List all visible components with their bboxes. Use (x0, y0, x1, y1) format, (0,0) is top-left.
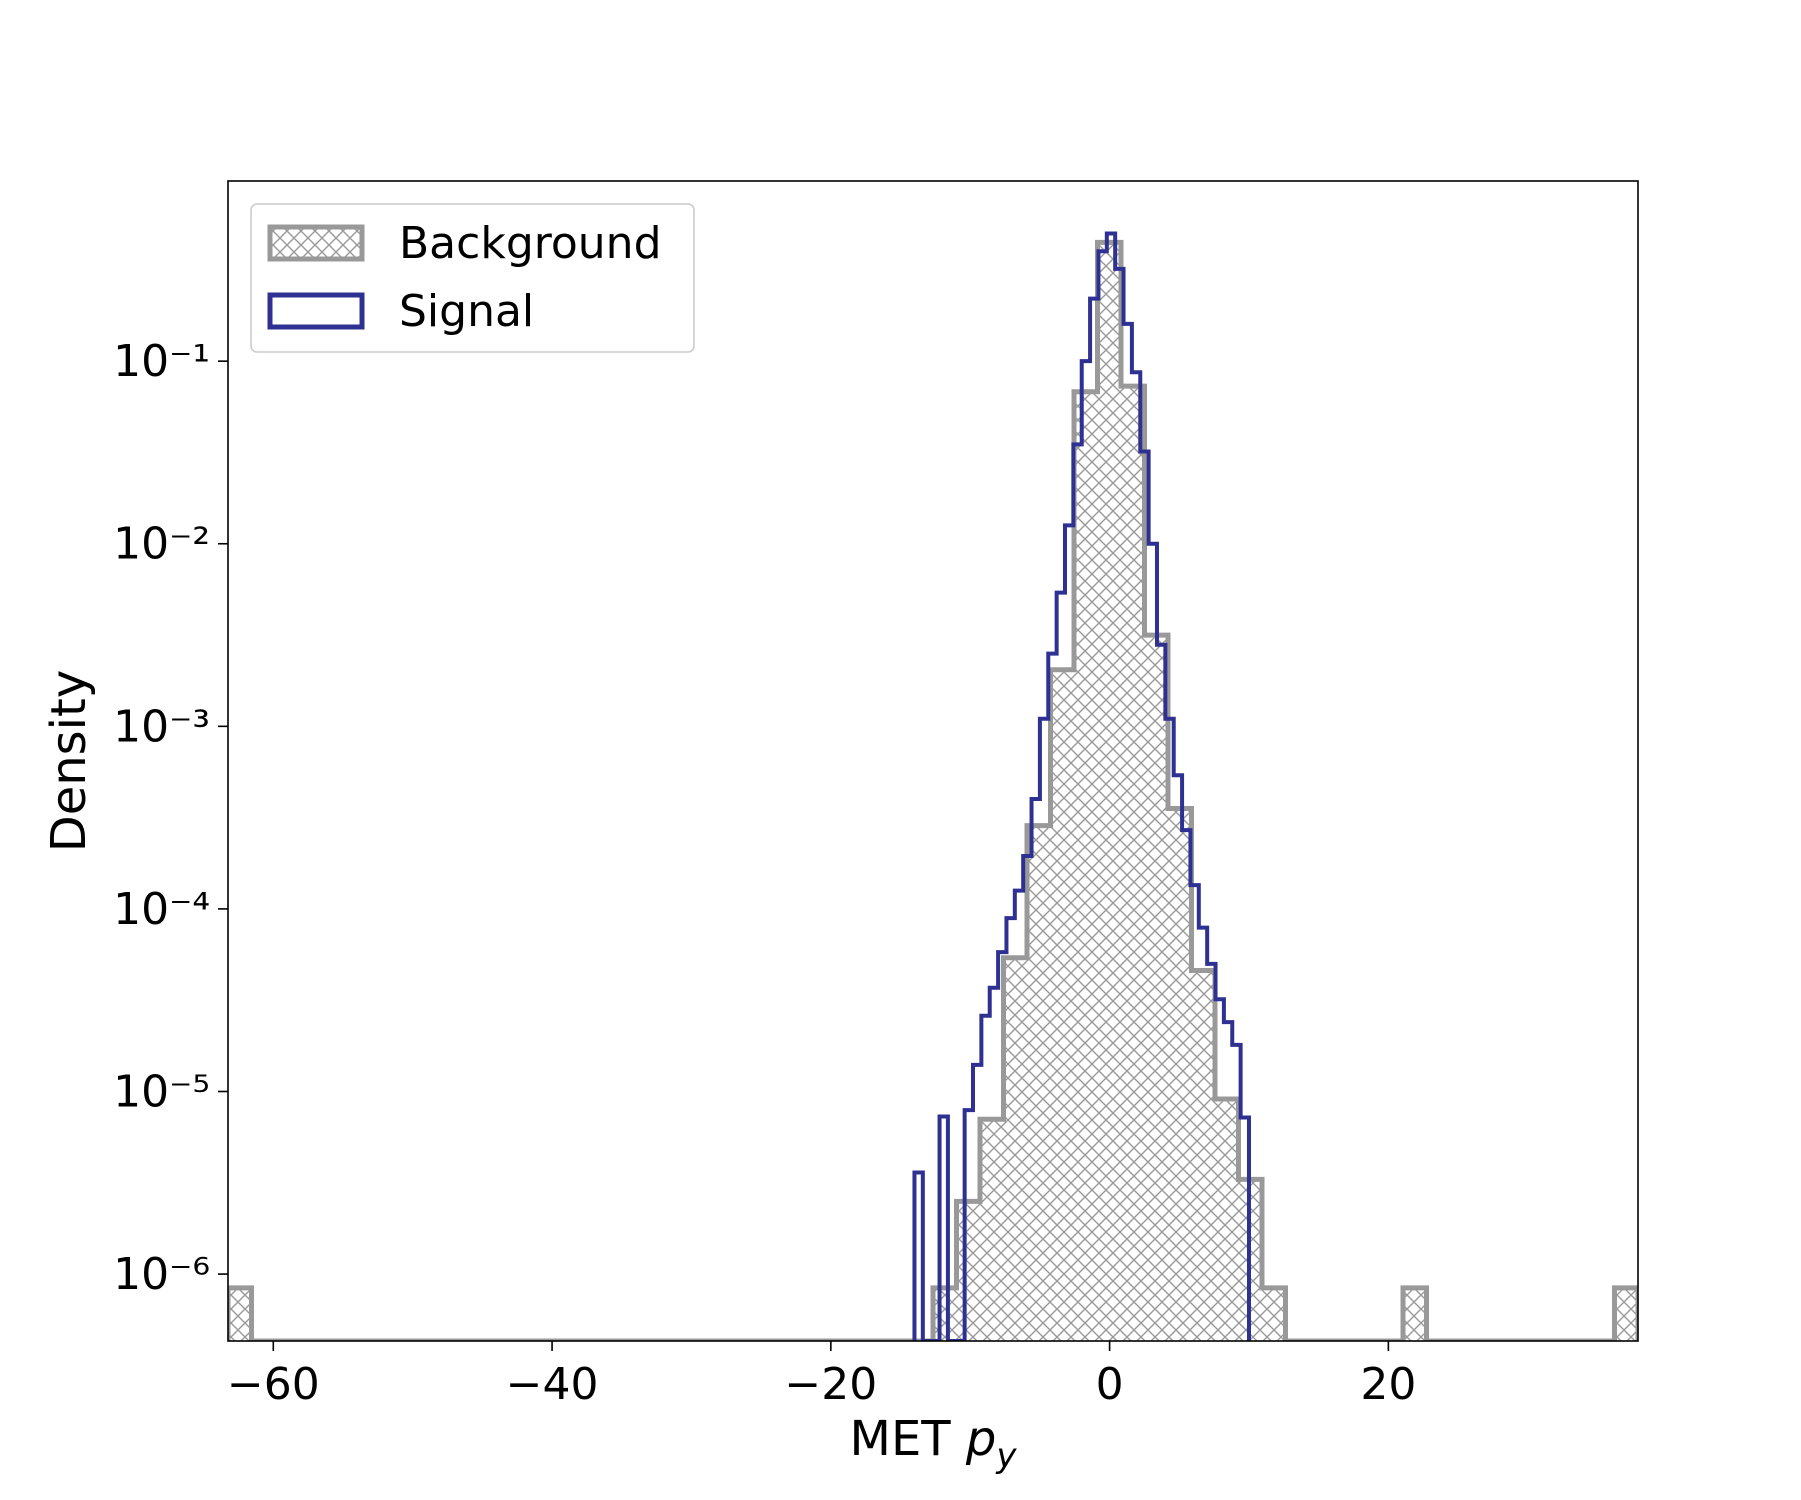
step-outline (228, 239, 1638, 1341)
legend: Background Signal (250, 203, 695, 353)
hist-bar (1027, 825, 1051, 1341)
hist-bar (1121, 386, 1145, 1341)
hist-bar (228, 1287, 252, 1341)
hist-bar (1097, 242, 1121, 1341)
x-tick-label: −20 (784, 1359, 877, 1410)
hist-bar (1215, 1098, 1239, 1341)
x-tick-label: −40 (506, 1359, 599, 1410)
legend-swatch (267, 224, 365, 262)
y-tick-label: 10⁻³ (113, 701, 210, 752)
hist-bar (1074, 391, 1098, 1341)
hist-bar (933, 1287, 957, 1341)
x-tick-label: 20 (1360, 1359, 1416, 1410)
y-tick-label: 10⁻⁶ (113, 1249, 210, 1300)
axes-frame (227, 180, 1639, 1342)
histogram-series (912, 231, 1251, 1341)
x-label-symbol: p (965, 1411, 996, 1467)
legend-label: Background (399, 218, 662, 269)
x-label-text: MET (850, 1411, 952, 1467)
x-tick-label: −60 (227, 1359, 320, 1410)
y-tick-label: 10⁻² (113, 519, 210, 570)
hist-bar (1403, 1287, 1427, 1341)
plot-area (228, 231, 1638, 1341)
y-tick-label: 10⁻⁴ (113, 884, 210, 935)
y-tick-label: 10⁻⁵ (113, 1066, 210, 1117)
hist-bar (1050, 669, 1074, 1341)
hist-bar (980, 1119, 1004, 1341)
legend-swatch (267, 292, 365, 330)
y-tick-label: 10⁻¹ (113, 336, 210, 387)
hist-bar (956, 1201, 980, 1341)
hist-bar (1191, 970, 1215, 1341)
x-tick-label: 0 (1096, 1359, 1124, 1410)
hist-bar (1168, 808, 1192, 1341)
step-outline (912, 231, 1251, 1341)
hist-bar (1003, 957, 1027, 1341)
hist-bar (1614, 1287, 1638, 1341)
y-axis-label: Density (41, 670, 97, 852)
hist-bar (1144, 635, 1168, 1341)
x-axis-label: MET py (850, 1411, 1018, 1476)
histogram-series (228, 239, 1638, 1341)
hist-bar (1262, 1287, 1286, 1341)
x-label-subscript: y (995, 1436, 1017, 1476)
legend-label: Signal (399, 286, 534, 337)
